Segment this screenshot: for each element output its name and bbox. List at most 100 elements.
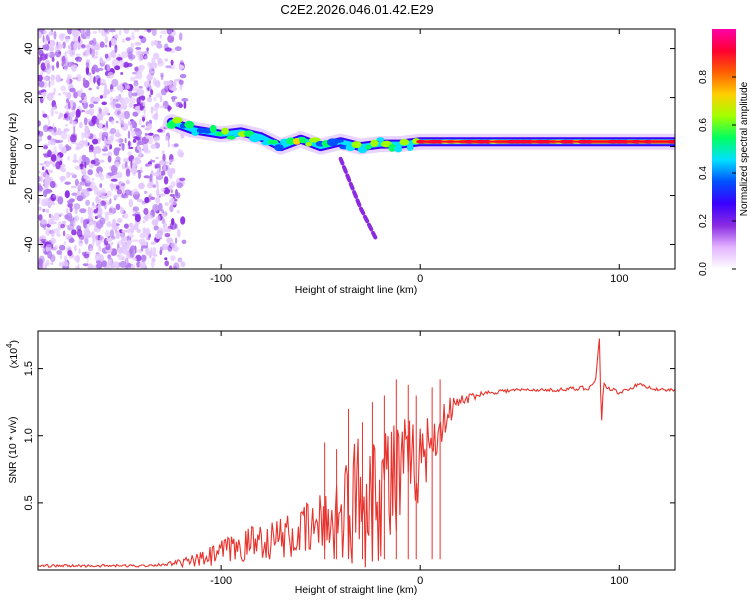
spectrogram-x-label: Height of straight line (km) bbox=[295, 284, 418, 296]
noise-speckle bbox=[81, 44, 86, 48]
noise-speckle bbox=[45, 228, 51, 236]
noise-speckle bbox=[178, 103, 183, 108]
noise-speckle bbox=[98, 108, 103, 114]
noise-speckle bbox=[162, 153, 166, 163]
noise-speckle bbox=[138, 35, 144, 39]
noise-speckle bbox=[38, 262, 43, 269]
noise-speckle bbox=[84, 126, 89, 133]
noise-speckle bbox=[71, 174, 77, 179]
noise-speckle bbox=[107, 155, 112, 163]
noise-speckle bbox=[56, 233, 61, 237]
noise-speckle bbox=[64, 36, 70, 43]
noise-speckle bbox=[85, 59, 91, 63]
noise-speckle bbox=[130, 264, 136, 269]
noise-speckle bbox=[127, 239, 131, 246]
colorbar-gradient bbox=[712, 29, 736, 269]
noise-speckle bbox=[115, 225, 120, 229]
noise-speckle bbox=[117, 217, 123, 224]
noise-speckle bbox=[73, 91, 78, 99]
noise-speckle bbox=[81, 154, 87, 162]
noise-speckle bbox=[169, 64, 176, 70]
noise-speckle bbox=[134, 106, 140, 111]
noise-speckle bbox=[64, 190, 70, 199]
signal-blob bbox=[370, 139, 379, 147]
noise-speckle bbox=[121, 242, 128, 250]
noise-speckle bbox=[60, 85, 67, 92]
noise-speckle bbox=[83, 232, 90, 237]
noise-speckle bbox=[121, 38, 126, 44]
noise-speckle bbox=[123, 97, 130, 105]
noise-speckle bbox=[93, 76, 96, 84]
noise-speckle bbox=[136, 228, 141, 233]
noise-speckle bbox=[166, 80, 170, 86]
noise-speckle bbox=[46, 62, 50, 70]
noise-speckle bbox=[48, 80, 51, 88]
noise-speckle bbox=[42, 113, 48, 118]
noise-speckle bbox=[43, 145, 48, 150]
noise-speckle bbox=[46, 208, 50, 214]
y-tick-label: -40 bbox=[23, 237, 35, 253]
noise-speckle bbox=[90, 48, 96, 57]
noise-speckle bbox=[143, 207, 149, 215]
y-tick-label: 1.5 bbox=[23, 361, 35, 376]
noise-speckle bbox=[109, 89, 115, 92]
noise-speckle bbox=[72, 29, 79, 38]
noise-speckle bbox=[78, 159, 82, 165]
noise-speckle bbox=[52, 106, 56, 111]
spectrogram-frame bbox=[37, 28, 676, 270]
noise-speckle bbox=[38, 170, 41, 174]
noise-speckle bbox=[143, 80, 151, 88]
noise-speckle bbox=[130, 42, 135, 48]
noise-speckle bbox=[88, 75, 93, 83]
noise-speckle bbox=[155, 156, 160, 160]
noise-speckle bbox=[128, 222, 134, 228]
noise-speckle bbox=[121, 120, 124, 124]
noise-speckle bbox=[168, 159, 175, 163]
noise-speckle bbox=[174, 198, 178, 202]
noise-speckle bbox=[43, 91, 46, 96]
noise-speckle bbox=[143, 106, 146, 115]
noise-speckle bbox=[69, 111, 75, 118]
noise-speckle bbox=[65, 233, 72, 240]
noise-speckle bbox=[99, 41, 105, 48]
noise-speckle bbox=[53, 146, 57, 155]
snr-scale-exponent: 4 bbox=[5, 343, 14, 348]
signal-blob bbox=[292, 138, 301, 145]
noise-speckle bbox=[52, 123, 55, 129]
noise-speckle bbox=[40, 219, 48, 225]
noise-speckle bbox=[121, 51, 128, 59]
noise-speckle bbox=[67, 134, 70, 143]
noise-speckle bbox=[117, 254, 120, 257]
colorbar-tick-label: 0.0 bbox=[698, 262, 709, 276]
noise-speckle bbox=[133, 29, 140, 33]
spectrogram-y-ticks: -40 -20 0 20 40 bbox=[23, 42, 675, 252]
noise-speckle bbox=[93, 152, 96, 160]
noise-speckle bbox=[44, 188, 51, 194]
noise-speckle bbox=[103, 29, 109, 33]
noise-speckle bbox=[155, 93, 163, 98]
noise-speckle bbox=[108, 29, 116, 33]
noise-speckle bbox=[132, 206, 140, 212]
noise-speckle bbox=[109, 96, 114, 102]
noise-speckle bbox=[175, 237, 178, 244]
noise-speckle bbox=[63, 128, 69, 132]
noise-speckle bbox=[152, 52, 160, 60]
noise-speckle bbox=[172, 246, 179, 252]
noise-speckle bbox=[159, 249, 163, 255]
noise-speckle bbox=[57, 139, 64, 143]
noise-speckle bbox=[110, 164, 118, 173]
noise-speckle bbox=[113, 194, 118, 200]
noise-speckle bbox=[89, 103, 95, 109]
noise-speckle bbox=[144, 55, 149, 60]
noise-speckle bbox=[116, 185, 120, 190]
noise-speckle bbox=[104, 53, 109, 59]
signal-blob bbox=[308, 137, 321, 143]
signal-blob bbox=[267, 139, 279, 145]
noise-speckle bbox=[101, 153, 109, 156]
noise-speckle bbox=[170, 189, 173, 194]
noise-speckle bbox=[81, 131, 84, 140]
noise-speckle bbox=[183, 100, 187, 109]
noise-speckle bbox=[109, 144, 113, 150]
noise-speckle bbox=[130, 76, 135, 82]
noise-speckle bbox=[42, 124, 49, 133]
